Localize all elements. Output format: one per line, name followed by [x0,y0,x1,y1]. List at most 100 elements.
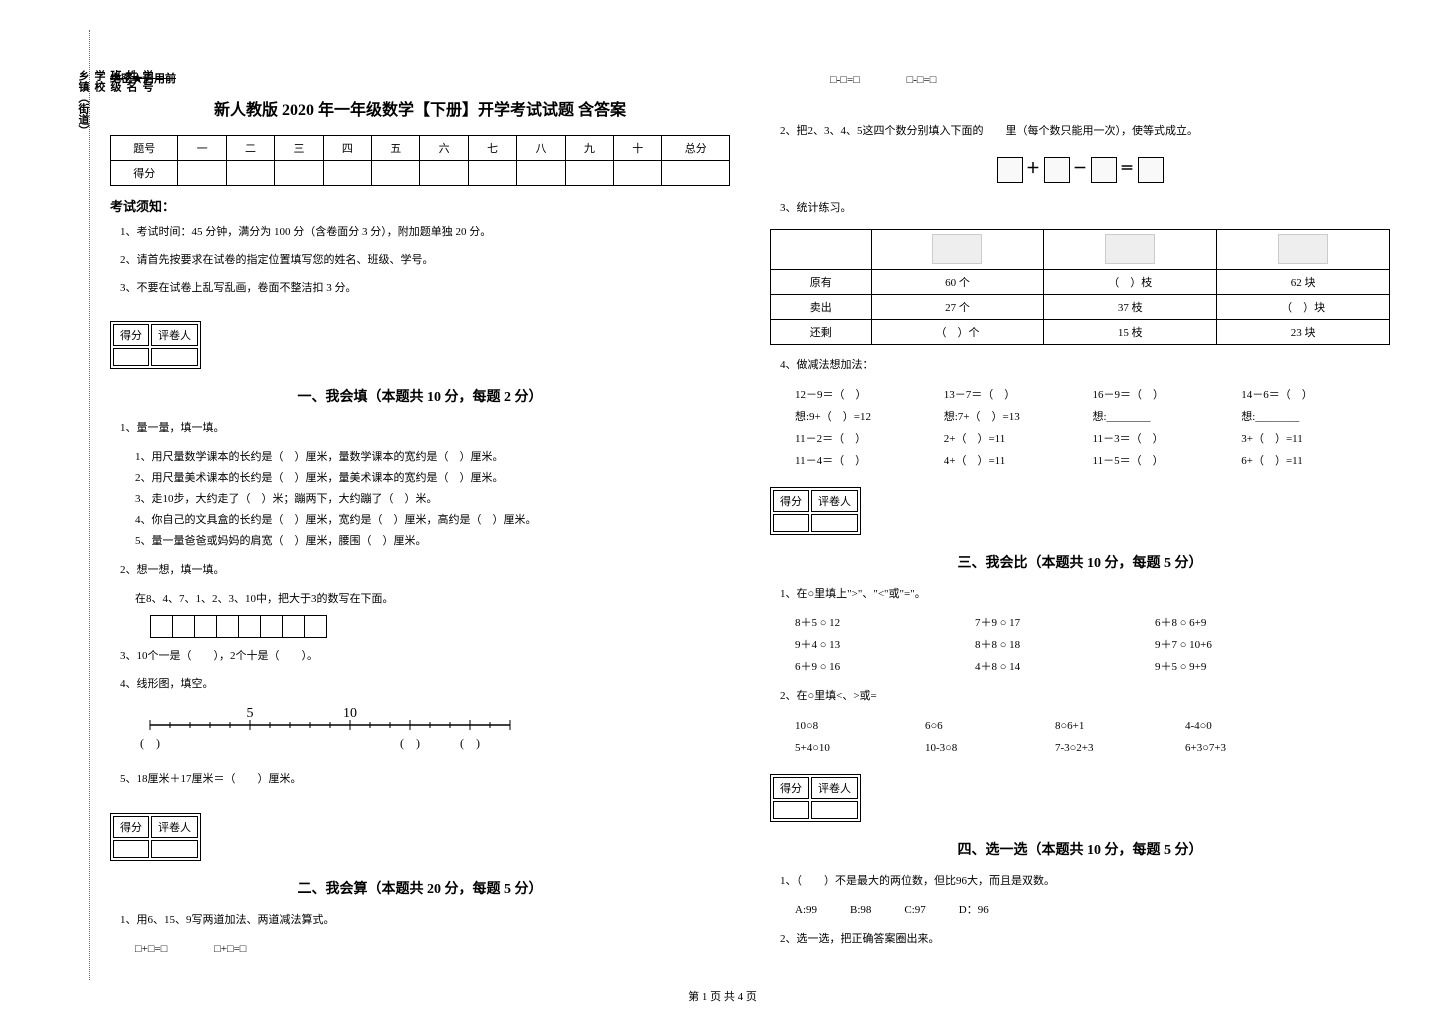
eqbox-1[interactable] [997,157,1023,183]
sb2-b2[interactable] [151,840,198,858]
th-8: 八 [517,136,565,161]
score-value-row: 得分 [111,161,730,186]
stat-h3 [1217,229,1390,269]
c3q2r0-3: 4-4○0 [1185,715,1315,737]
mr3-0: 11－4＝（ ） [795,450,944,472]
mr3-3: 6+（ ）=11 [1241,450,1390,472]
sr1-3: （ ）块 [1217,294,1390,319]
s1-q2-sub: 在8、4、7、1、2、3、10中，把大于3的数写在下面。 [135,589,730,610]
c3q2r1-3: 6+3○7+3 [1185,737,1315,759]
gb-4[interactable] [217,615,239,637]
th-10: 十 [614,136,662,161]
sb4-b1[interactable] [773,801,809,819]
s3-q2: 2、在○里填<、>或= [780,686,1390,707]
s2-q4-grid: 12－9＝（ ） 13－7＝（ ） 16－9＝（ ） 14－6＝（ ） 想:9+… [795,384,1390,472]
notice-3: 3、不要在试卷上乱写乱画，卷面不整洁扣 3 分。 [120,279,730,299]
sr2-2: 15 枝 [1044,319,1217,344]
td-3[interactable] [275,161,323,186]
eqbox-2[interactable] [1044,157,1070,183]
c3r1-1: 8＋8 ○ 18 [975,634,1155,656]
sb3-p: 评卷人 [811,490,858,512]
stat-h2 [1044,229,1217,269]
td-4[interactable] [323,161,371,186]
s4-q2: 2、选一选，把正确答案圈出来。 [780,929,1390,950]
th-6: 六 [420,136,468,161]
eqbox-4[interactable] [1138,157,1164,183]
c3q2r1-1: 10-3○8 [925,737,1055,759]
mr0-0: 12－9＝（ ） [795,384,944,406]
td-5[interactable] [372,161,420,186]
td-10[interactable] [614,161,662,186]
mr1-2: 想:________ [1093,406,1242,428]
gb-2[interactable] [173,615,195,637]
c3r2-0: 6＋9 ○ 16 [795,656,975,678]
gb-5[interactable] [239,615,261,637]
c3q2r0-1: 6○6 [925,715,1055,737]
scorer-box-3: 得分评卷人 [770,487,861,535]
c3r2-2: 9＋5 ○ 9+9 [1155,656,1335,678]
sb4-b2[interactable] [811,801,858,819]
sb2-b1[interactable] [113,840,149,858]
svg-text:( ): ( ) [460,736,480,750]
td-6[interactable] [420,161,468,186]
numberline: 5 10 ( ) ( ) ( ) [140,705,730,759]
sb4-p: 评卷人 [811,777,858,799]
td-7[interactable] [468,161,516,186]
s1-q3: 3、10个一是（ ），2个十是（ ）。 [120,646,730,667]
pencil-icon [1105,234,1155,264]
right-column: □-□=□ □-□=□ 2、把2、3、4、5这四个数分别填入下面的 里（每个数只… [770,70,1390,960]
section1-title: 一、我会填（本题共 10 分，每题 2 分） [110,386,730,406]
sb3-b2[interactable] [811,514,858,532]
exam-title: 新人教版 2020 年一年级数学【下册】开学考试试题 含答案 [110,96,730,120]
sb2-p: 评卷人 [151,816,198,838]
s2-q3: 3、统计练习。 [780,198,1390,219]
c3r2-1: 4＋8 ○ 14 [975,656,1155,678]
eq-4: □-□=□ [907,74,937,86]
sr0-1: 60 个 [871,269,1044,294]
c3r1-2: 9＋7 ○ 10+6 [1155,634,1335,656]
s1-q1-5: 5、量一量爸爸或妈妈的肩宽（ ）厘米，腰围（ ）厘米。 [135,531,730,552]
left-column: 绝密★启用前 新人教版 2020 年一年级数学【下册】开学考试试题 含答案 题号… [110,70,730,960]
td-8[interactable] [517,161,565,186]
td-2[interactable] [226,161,274,186]
scorer-person: 评卷人 [151,324,198,346]
page-content: 绝密★启用前 新人教版 2020 年一年级数学【下册】开学考试试题 含答案 题号… [110,70,1410,960]
scorer-box-1: 得分评卷人 [110,321,201,369]
s1-q1: 1、量一量，填一填。 [120,418,730,439]
equation-boxes: ＋ － ＝ [770,157,1390,183]
gb-1[interactable] [151,615,173,637]
label-xuexiao: 学校 [91,70,107,136]
s2-q1: 1、用6、15、9写两道加法、两道减法算式。 [120,910,730,931]
eq-1: □+□=□ [135,943,167,955]
gb-3[interactable] [195,615,217,637]
sr1-0: 卖出 [771,294,872,319]
stat-h0 [771,229,872,269]
gb-8[interactable] [305,615,327,637]
td-9[interactable] [565,161,613,186]
th-11: 总分 [662,136,730,161]
eqbox-3[interactable] [1091,157,1117,183]
td-1[interactable] [178,161,226,186]
s2-q1-eqs-2: □-□=□ □-□=□ [830,70,1390,91]
mr1-3: 想:________ [1241,406,1390,428]
sr1-2: 37 枝 [1044,294,1217,319]
mr2-1: 2+（ ）=11 [944,428,1093,450]
secret-label: 绝密★启用前 [110,70,730,86]
gb-6[interactable] [261,615,283,637]
mr3-2: 11－5＝（ ） [1093,450,1242,472]
svg-text:( ): ( ) [400,736,420,750]
mr3-1: 4+（ ）=11 [944,450,1093,472]
s4-q1: 1、（ ）不是最大的两位数，但比96大，而且是双数。 [780,871,1390,892]
scorer-blank-1[interactable] [113,348,149,366]
mr0-2: 16－9＝（ ） [1093,384,1242,406]
notice-2: 2、请首先按要求在试卷的指定位置填写您的姓名、班级、学号。 [120,251,730,271]
section3-title: 三、我会比（本题共 10 分，每题 5 分） [770,552,1390,572]
gb-7[interactable] [283,615,305,637]
scorer-box-2: 得分评卷人 [110,813,201,861]
scorer-blank-2[interactable] [151,348,198,366]
s2-q1-eqs: □+□=□ □+□=□ [135,939,730,960]
c3r0-1: 7＋9 ○ 17 [975,612,1155,634]
sr0-2: （ ）枝 [1044,269,1217,294]
sb3-b1[interactable] [773,514,809,532]
td-11[interactable] [662,161,730,186]
